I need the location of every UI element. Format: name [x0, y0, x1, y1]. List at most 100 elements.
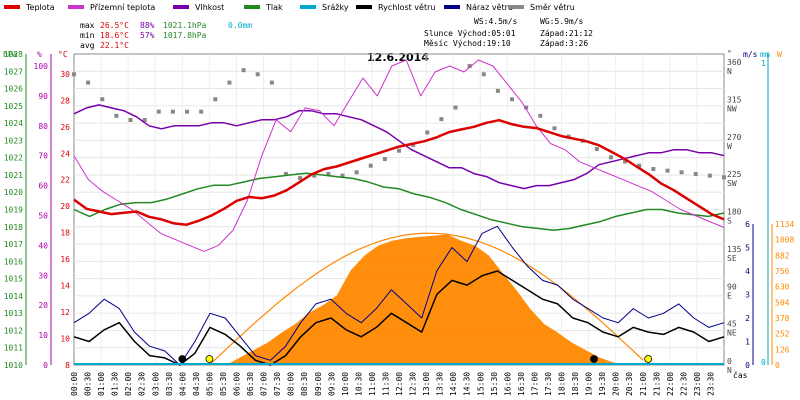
- series-humidity: [73, 104, 725, 190]
- axis-x-tick: 05:00: [205, 372, 214, 396]
- wind-dir-point: [510, 97, 515, 102]
- axis-x-tick: 23:00: [693, 372, 702, 396]
- axis-x-tick: 01:00: [97, 372, 106, 396]
- wind-dir-point: [439, 117, 444, 122]
- axis-dir-tick: 225: [727, 170, 742, 179]
- stat-moon-rise: Měsíc Východ:19:10: [424, 39, 511, 48]
- wind-dir-point: [283, 171, 288, 176]
- axis-hpa-tick: 1017: [4, 240, 23, 249]
- axis-w-tick: 756: [775, 267, 790, 276]
- axis-x-tick: 17:00: [530, 372, 539, 396]
- axis-pct-tick: 20: [38, 301, 48, 310]
- stat-moon-set: Západ:3:26: [540, 39, 588, 48]
- axis-x-tick: 01:30: [111, 372, 120, 396]
- series-wind-dir: [72, 64, 726, 181]
- wind-dir-point: [481, 72, 486, 77]
- axis-pct-tick: 70: [38, 152, 48, 161]
- axis-temp-tick: 28: [60, 96, 70, 105]
- chart-title: 12.6.2014: [367, 51, 429, 64]
- axis-dir-name: E: [727, 291, 732, 300]
- wind-dir-point: [538, 113, 543, 118]
- axis-dir-tick: 270: [727, 133, 742, 142]
- stat-ws: WS:4.5m/s: [474, 17, 518, 26]
- axis-w-tick: 126: [775, 345, 790, 354]
- wind-dir-point: [227, 80, 232, 85]
- wind-dir-point: [679, 170, 684, 175]
- axis-x-tick: 16:00: [503, 372, 512, 396]
- axis-x-tick: 19:00: [585, 372, 594, 396]
- axis-x-tick: 23:30: [706, 372, 715, 396]
- stat-max-press: 1021.1hPa: [163, 21, 207, 30]
- wind-dir-point: [453, 105, 458, 110]
- axis-temp-tick: 22: [60, 176, 70, 185]
- legend-swatch-precip: [300, 5, 316, 9]
- axis-x-tick: 21:00: [639, 372, 648, 396]
- axis-hpa-tick: 1014: [4, 292, 23, 301]
- wind-dir-point: [142, 117, 147, 122]
- stat-min-temp: 18.6°C: [100, 31, 129, 40]
- wind-dir-point: [637, 163, 642, 168]
- axis-temp-tick: 20: [60, 202, 70, 211]
- axis-ms-tick: 0: [745, 361, 750, 370]
- wind-dir-point: [693, 171, 698, 176]
- axis-hpa-label: hPa: [3, 50, 18, 59]
- legend-label-wind_dir: Směr větru: [530, 3, 575, 12]
- axis-pct-tick: 60: [38, 182, 48, 191]
- axis-hpa-tick: 1023: [4, 136, 23, 145]
- wind-dir-point: [86, 80, 91, 85]
- wind-dir-point: [100, 97, 105, 102]
- axis-ms-tick: 1: [745, 338, 750, 347]
- series-layer: [72, 59, 726, 366]
- axis-x-tick: 04:30: [192, 372, 201, 396]
- stat-avg-label: avg: [80, 41, 95, 50]
- series-temperature: [73, 118, 725, 226]
- axis-x-tick: 11:00: [368, 372, 377, 396]
- legend-swatch-humidity: [173, 5, 189, 9]
- stats-block: max 26.5°C 88% 1021.1hPa 0.0mm min 18.6°…: [80, 17, 593, 50]
- wind-dir-point: [354, 170, 359, 175]
- axis-w-tick: 630: [775, 283, 790, 292]
- legend-label-wind_gust: Náraz větru: [466, 3, 513, 12]
- axis-solar: 0 126 252 378 504 630 756 882 1008 1134 W: [771, 50, 794, 370]
- axis-dir-tick: 315: [727, 95, 742, 104]
- axis-temp-tick: 18: [60, 229, 70, 238]
- axis-pct-tick: 90: [38, 92, 48, 101]
- axis-x-tick: 10:00: [341, 372, 350, 396]
- stat-min-hum: 57%: [140, 31, 155, 40]
- legend-label-wind_speed: Rychlost větru: [378, 3, 435, 12]
- axis-w-tick: 504: [775, 298, 790, 307]
- axis-dir-tick: 360: [727, 58, 742, 67]
- axis-pct-tick: 50: [38, 212, 48, 221]
- axis-ms-label: m/s: [743, 50, 758, 59]
- axis-hpa-tick: 1018: [4, 223, 23, 232]
- axis-humidity: 0 10 20 30 40 50 60 70 80 90 100%: [34, 50, 52, 370]
- marker-layer: [178, 355, 653, 363]
- axis-pct-tick: 40: [38, 241, 48, 250]
- axis-x-tick: 04:00: [178, 372, 187, 396]
- wind-dir-point: [241, 68, 246, 73]
- axis-temp-tick: 30: [60, 70, 70, 79]
- axis-hpa-tick: 1012: [4, 326, 23, 335]
- series-sun: [74, 234, 724, 365]
- legend-label-precip: Srážky: [322, 3, 349, 12]
- axis-x-tick: 03:00: [151, 372, 160, 396]
- legend-swatch-pressure: [244, 5, 260, 9]
- axis-x-tick: 16:30: [517, 372, 526, 396]
- stat-min-label: min: [80, 31, 95, 40]
- marker-sun-rise: [205, 355, 214, 363]
- axis-mm-label: mm: [760, 50, 770, 59]
- marker-sun-set: [644, 355, 653, 363]
- axis-x-tick: 22:30: [679, 372, 688, 396]
- axis-x-tick: 18:00: [558, 372, 567, 396]
- axis-temp-tick: 12: [60, 308, 70, 317]
- axis-hpa-tick: 1025: [4, 102, 23, 111]
- axis-dir-tick: 180: [727, 208, 742, 217]
- axis-dir-name: NW: [727, 104, 737, 113]
- axis-hpa-tick: 1011: [4, 344, 23, 353]
- axis-x-tick: 10:30: [354, 372, 363, 396]
- axis-x-tick: 08:30: [300, 372, 309, 396]
- axis-x-tick: 13:00: [422, 372, 431, 396]
- axis-ms-tick: 3: [745, 291, 750, 300]
- axis-w-label: W: [777, 50, 782, 59]
- axis-x-tick: 13:30: [436, 372, 445, 396]
